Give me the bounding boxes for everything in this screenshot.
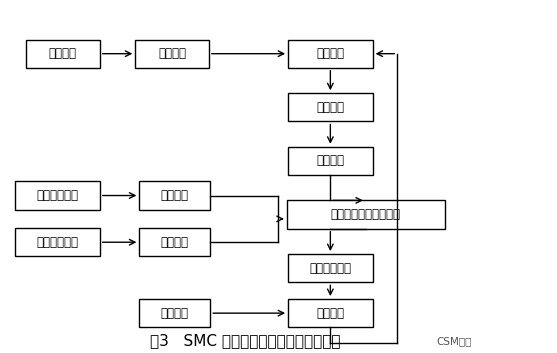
Text: 移机定位: 移机定位 xyxy=(316,154,344,167)
Text: 气体输送: 气体输送 xyxy=(161,236,189,249)
FancyBboxPatch shape xyxy=(288,40,373,68)
FancyBboxPatch shape xyxy=(288,93,373,121)
FancyBboxPatch shape xyxy=(288,254,373,282)
Text: 喷气搅拌提升: 喷气搅拌提升 xyxy=(309,262,351,275)
FancyBboxPatch shape xyxy=(135,40,209,68)
Text: 浆液输送: 浆液输送 xyxy=(161,189,189,202)
FancyBboxPatch shape xyxy=(288,299,373,327)
Text: 清场备料: 清场备料 xyxy=(49,47,77,60)
FancyBboxPatch shape xyxy=(287,201,445,229)
FancyBboxPatch shape xyxy=(139,299,210,327)
FancyBboxPatch shape xyxy=(139,181,210,210)
Text: 安装调试: 安装调试 xyxy=(316,47,344,60)
Text: 开沟铺板: 开沟铺板 xyxy=(316,101,344,114)
Text: CSM工法: CSM工法 xyxy=(437,336,472,346)
Text: 成墙移机: 成墙移机 xyxy=(316,307,344,320)
FancyBboxPatch shape xyxy=(26,40,100,68)
Text: 浆液配置搅拌: 浆液配置搅拌 xyxy=(36,189,79,202)
FancyBboxPatch shape xyxy=(15,228,100,256)
FancyBboxPatch shape xyxy=(15,181,100,210)
Text: 安装芯材: 安装芯材 xyxy=(161,307,189,320)
FancyBboxPatch shape xyxy=(139,228,210,256)
Text: 气体制作储备: 气体制作储备 xyxy=(36,236,79,249)
FancyBboxPatch shape xyxy=(288,147,373,175)
Text: 喷气注浆铣削搅拌下沉: 喷气注浆铣削搅拌下沉 xyxy=(331,208,401,221)
Text: 图3   SMC 双轮铣水泥土搅拌墙工艺流程: 图3 SMC 双轮铣水泥土搅拌墙工艺流程 xyxy=(150,333,341,348)
Text: 放样接高: 放样接高 xyxy=(158,47,186,60)
